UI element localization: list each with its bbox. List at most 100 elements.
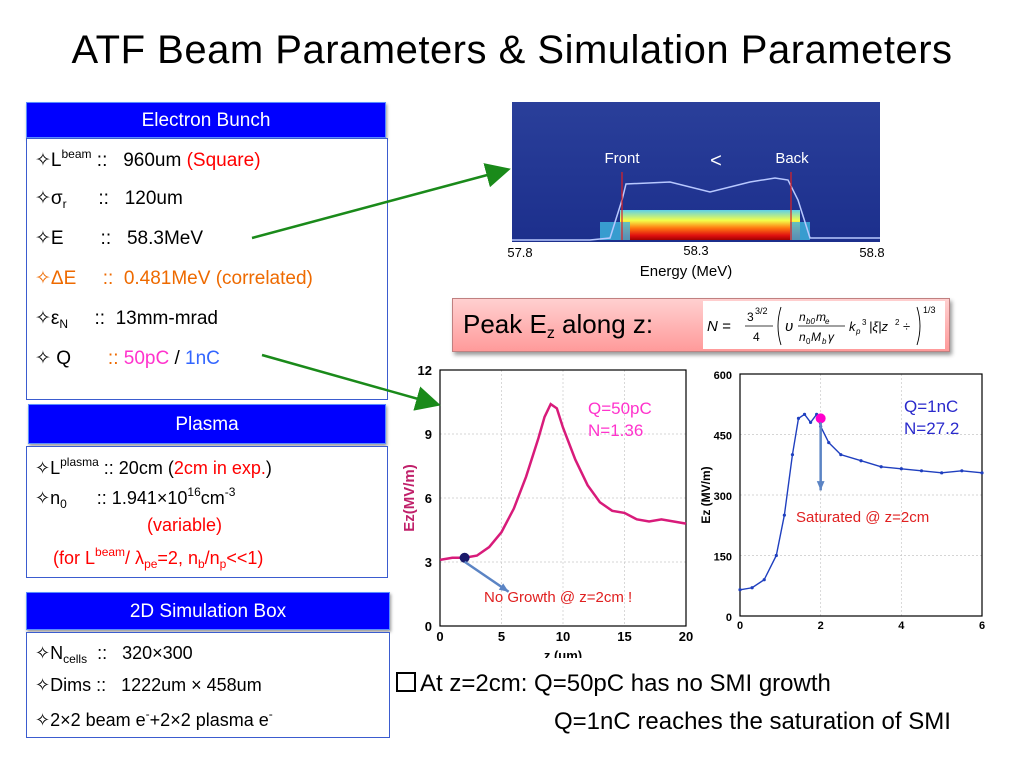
peak-ez-box: Peak Ez along z: N = 3 3/2 4 υ n b0 m e … [452, 298, 950, 352]
svg-text:|ξ|z: |ξ|z [869, 319, 889, 334]
svg-text:n: n [799, 330, 806, 344]
x-tick-label: 10 [556, 629, 570, 644]
ez-data-point [879, 465, 883, 469]
y-tick-label: 12 [418, 363, 432, 378]
ez-data-point [738, 588, 742, 592]
ez-chart-50pc: 0 3 6 9 12 0 5 10 15 20 Q=50pC N=1.36 No Growth @ z=… [401, 363, 693, 658]
svg-text:p: p [855, 327, 861, 336]
density-row: ✧n0 :: 1.941×1016cm-3 [35, 485, 236, 511]
y-tick-label: 0 [726, 612, 732, 624]
x-tick-label: 6 [979, 620, 985, 632]
page-title: ATF Beam Parameters & Simulation Paramet… [71, 28, 953, 72]
electron-bunch-header: Electron Bunch [26, 102, 386, 138]
front-label: Front [604, 150, 640, 167]
ez-data-point [960, 469, 964, 473]
ez-chart-1nc: 0 150 300 450 600 0 2 4 6 Q=1nC N=27.2 Saturated @ … [700, 370, 985, 632]
peak-formula: N = 3 3/2 4 υ n b0 m e n 0 M b γ k p 3 |… [703, 301, 945, 349]
x-tick-label: 4 [898, 620, 905, 632]
spectrum-band [620, 210, 800, 240]
ez-data-point [859, 459, 863, 463]
ez-data-point [782, 513, 786, 517]
y-tick-label: 300 [714, 491, 732, 503]
x-tick-label: 20 [679, 629, 693, 644]
annotation-arrowhead [816, 481, 825, 491]
direction-arrow: < [710, 150, 722, 172]
y-tick-label: 600 [714, 370, 732, 382]
energy-tick-mid: 58.3 [683, 243, 708, 258]
x-tick-label: 15 [617, 629, 631, 644]
plasma-header: Plasma [28, 404, 386, 444]
lplasma-row: ✧Lplasma :: 20cm (2cm in exp.) [35, 455, 272, 478]
ez-data-point [919, 469, 924, 473]
summary-line-2: Q=1nC reaches the saturation of SMI [554, 708, 951, 735]
ez-data-point [796, 416, 801, 420]
electron-bunch-box: ✧Lbeam :: 960um (Square) ✧σr :: 120um ✧E… [26, 138, 388, 400]
y-tick-label: 6 [425, 491, 432, 506]
n-annotation: N=1.36 [588, 421, 643, 440]
svg-text:3: 3 [747, 310, 754, 324]
variable-note: (variable) [147, 515, 223, 535]
svg-text:n: n [799, 310, 806, 324]
sim-box: ✧Ncells :: 320×300 ✧Dims :: 1222um × 458… [26, 632, 390, 738]
energy-xlabel: Energy (MeV) [640, 263, 733, 280]
condition-note: (for Lbeam/ λpe=2, nb/np<<1) [53, 545, 264, 571]
ez-data-point [802, 412, 807, 416]
ez-data-point [899, 467, 903, 471]
svg-text:b0: b0 [806, 317, 815, 326]
y-axis-label: Ez(MV/m) [401, 464, 418, 532]
z-2cm-marker [815, 413, 826, 424]
ez-data-point [839, 453, 843, 457]
energy-spectrum: Front Back < 57.8 58.3 58.8 Energy (MeV) [507, 102, 885, 280]
ez-data-point [808, 420, 813, 424]
x-tick-label: 5 [498, 629, 505, 644]
plasma-box: ✧Lplasma :: 20cm (2cm in exp.) ✧n0 :: 1.… [26, 446, 388, 578]
z-2cm-marker [459, 552, 470, 563]
svg-text:1/3: 1/3 [923, 305, 936, 315]
svg-text:÷: ÷ [903, 319, 910, 334]
y-tick-label: 9 [425, 427, 432, 442]
svg-text:υ: υ [785, 318, 793, 335]
energy-row: ✧E :: 58.3MeV [35, 228, 204, 249]
svg-text:M: M [811, 330, 821, 344]
plot-frame [439, 369, 687, 627]
x-tick-label: 2 [818, 620, 824, 632]
ez-data-point [827, 440, 831, 445]
ez-data-point [940, 471, 944, 475]
ez-series-line [439, 402, 687, 562]
svg-text:γ: γ [828, 330, 835, 344]
ez-data-point [750, 586, 754, 590]
emittance-row: ✧εN :: 13mm-mrad [35, 308, 218, 331]
x-axis-label: z (um) [544, 648, 582, 658]
svg-text:0: 0 [806, 337, 811, 346]
spectrum-profile [512, 177, 880, 241]
summary-line-1: At z=2cm: Q=50pC has no SMI growth [396, 670, 831, 698]
y-axis-label: Ez (MV/m) [700, 466, 713, 523]
y-tick-label: 150 [714, 552, 732, 564]
svg-text:b: b [822, 337, 827, 346]
svg-text:3/2: 3/2 [755, 306, 768, 316]
energy-tick-left: 57.8 [507, 245, 532, 260]
delta-e-row: ✧ΔE :: 0.481MeV (correlated) [35, 268, 313, 289]
svg-text:k: k [849, 319, 857, 334]
sigma-r-row: ✧σr :: 120um [35, 188, 183, 211]
charge-annotation: Q=50pC [588, 399, 652, 418]
energy-tick-right: 58.8 [859, 245, 884, 260]
y-tick-label: 3 [425, 555, 432, 570]
svg-text:3: 3 [862, 318, 867, 327]
y-tick-label: 450 [714, 431, 732, 443]
back-label: Back [775, 150, 809, 167]
x-tick-label: 0 [737, 620, 743, 632]
ncells-row: ✧Ncells :: 320×300 [35, 643, 193, 666]
y-tick-label: 0 [425, 619, 432, 634]
plot-frame [739, 373, 983, 617]
dims-row: ✧Dims :: 1222um × 458um [35, 675, 262, 695]
lbeam-row: ✧Lbeam :: 960um (Square) [35, 147, 261, 171]
svg-text:e: e [825, 317, 830, 326]
charge-annotation: Q=1nC [904, 397, 958, 416]
x-tick-label: 0 [436, 629, 443, 644]
n-annotation: N=27.2 [904, 419, 959, 438]
growth-note: Saturated @ z=2cm [796, 509, 929, 526]
ez-data-point [980, 471, 984, 475]
charge-row: ✧ Q :: 50pC / 1nC [35, 348, 220, 369]
svg-text:N =: N = [707, 318, 731, 335]
